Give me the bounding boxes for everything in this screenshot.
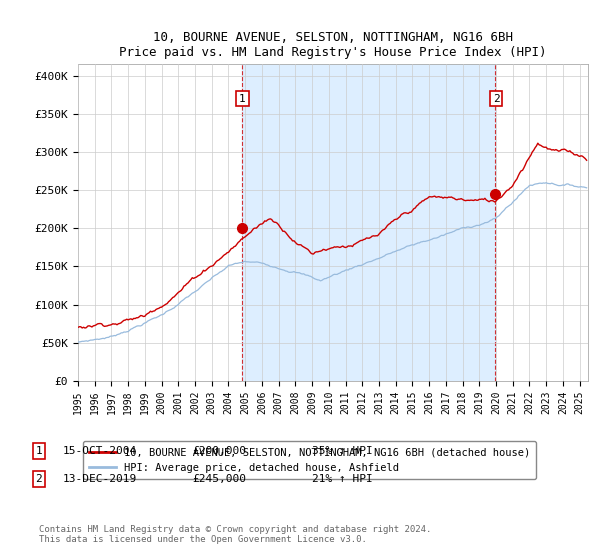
Text: 1: 1 <box>239 94 246 104</box>
Text: Contains HM Land Registry data © Crown copyright and database right 2024.
This d: Contains HM Land Registry data © Crown c… <box>39 525 431 544</box>
Text: 15-OCT-2004: 15-OCT-2004 <box>63 446 137 456</box>
Text: 2: 2 <box>493 94 500 104</box>
Text: 35% ↑ HPI: 35% ↑ HPI <box>312 446 373 456</box>
Text: 21% ↑ HPI: 21% ↑ HPI <box>312 474 373 484</box>
Text: 2: 2 <box>35 474 43 484</box>
Title: 10, BOURNE AVENUE, SELSTON, NOTTINGHAM, NG16 6BH
Price paid vs. HM Land Registry: 10, BOURNE AVENUE, SELSTON, NOTTINGHAM, … <box>119 31 547 59</box>
Bar <box>242 64 496 381</box>
Text: £200,000: £200,000 <box>192 446 246 456</box>
Text: 1: 1 <box>35 446 43 456</box>
Legend: 10, BOURNE AVENUE, SELSTON, NOTTINGHAM, NG16 6BH (detached house), HPI: Average : 10, BOURNE AVENUE, SELSTON, NOTTINGHAM, … <box>83 441 536 479</box>
Text: 13-DEC-2019: 13-DEC-2019 <box>63 474 137 484</box>
Text: £245,000: £245,000 <box>192 474 246 484</box>
